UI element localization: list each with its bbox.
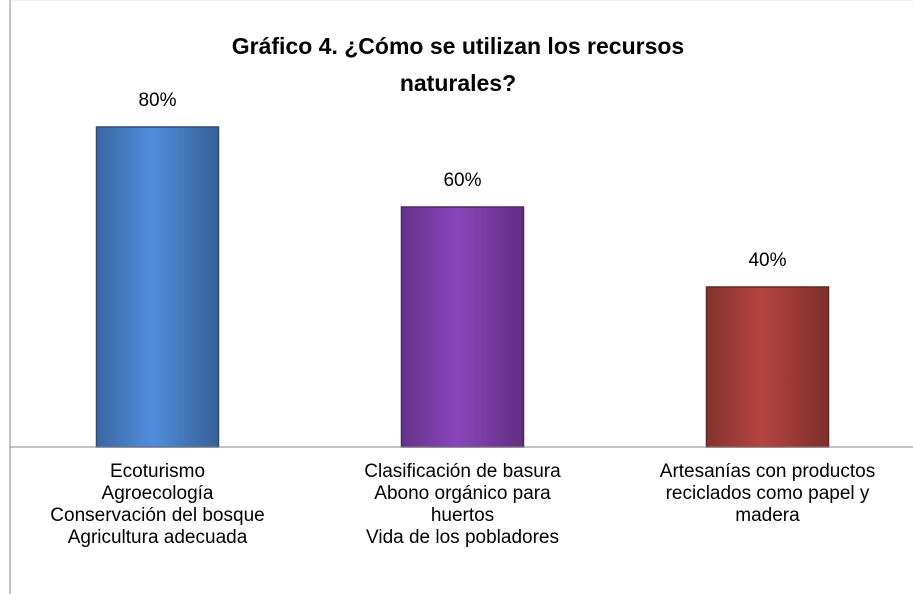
x-tick-label: Abono orgánico para — [374, 483, 551, 504]
x-tick-label: Artesanías con productos — [660, 461, 875, 482]
chart-title: naturales? — [400, 70, 516, 96]
bar — [705, 286, 830, 448]
data-label: 60% — [443, 170, 481, 191]
x-tick-label: huertos — [431, 505, 494, 526]
bar — [400, 206, 525, 448]
x-tick-label: Clasificación de basura — [364, 461, 561, 482]
chart-title: Gráfico 4. ¿Cómo se utilizan los recurso… — [232, 33, 684, 59]
x-tick-label: reciclados como papel y — [666, 483, 870, 504]
x-tick-label: Agroecología — [102, 483, 214, 504]
x-tick-label: Conservación del bosque — [50, 505, 264, 526]
data-label: 80% — [138, 90, 176, 111]
x-tick-label: madera — [735, 505, 800, 526]
bar — [95, 126, 220, 448]
x-tick-label: Agricultura adecuada — [68, 527, 248, 548]
x-tick-label: Ecoturismo — [110, 461, 205, 482]
data-label: 40% — [748, 250, 786, 271]
x-tick-label: Vida de los pobladores — [366, 527, 559, 548]
